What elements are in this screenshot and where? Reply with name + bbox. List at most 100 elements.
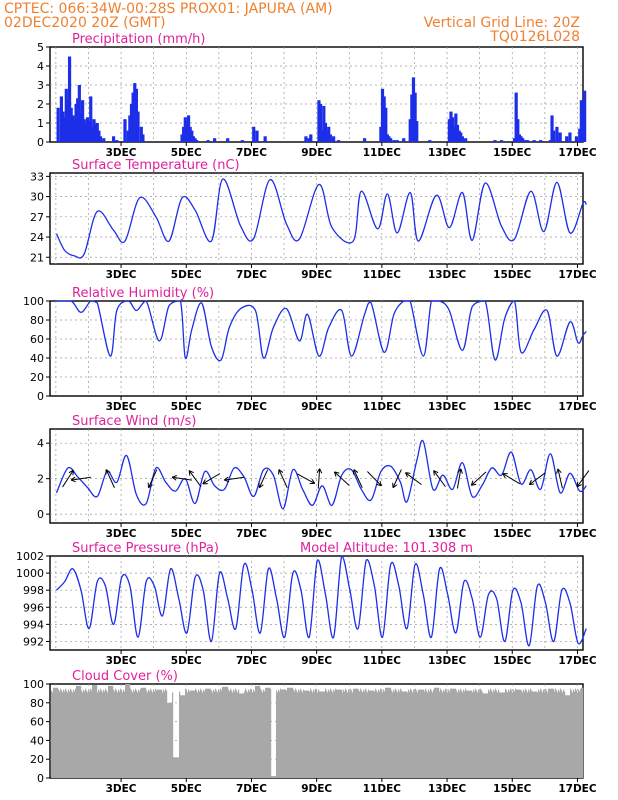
- cloud-bar: [562, 692, 564, 778]
- wind-arrow-head: [405, 472, 411, 478]
- precip-bar: [493, 140, 497, 142]
- cloud-bar: [115, 688, 117, 778]
- cloud-bar: [276, 690, 278, 778]
- cloud-bar: [261, 690, 263, 778]
- x-tick-label: 15DEC: [493, 783, 532, 795]
- precip-bar: [188, 126, 192, 142]
- wind-arrow-head: [528, 479, 535, 486]
- cloud-bar: [564, 691, 566, 778]
- precip-bar: [539, 140, 543, 142]
- cloud-bar: [444, 691, 446, 778]
- cloud-bar: [578, 689, 580, 778]
- cloud-bar: [212, 692, 214, 778]
- cloud-bar: [357, 688, 359, 778]
- y-tick-label: 100: [23, 295, 44, 308]
- precip-bar: [72, 121, 77, 142]
- cloud-bar: [260, 688, 262, 778]
- cloud-bar: [237, 692, 239, 778]
- cloud-bar: [473, 689, 475, 778]
- cloud-bar: [65, 688, 67, 778]
- x-tick-label: 9DEC: [301, 401, 332, 413]
- cloud-bar: [544, 691, 546, 778]
- cloud-bar: [503, 692, 505, 778]
- cloud-bar: [105, 688, 107, 778]
- x-tick-label: 5DEC: [171, 528, 202, 540]
- cloud-bar: [162, 692, 164, 778]
- y-tick-label: 2: [37, 473, 44, 486]
- panel-title-cloud: Cloud Cover (%): [72, 669, 178, 684]
- x-tick-label: 15DEC: [493, 528, 532, 540]
- cloud-bar: [354, 688, 356, 778]
- cloud-bar: [163, 689, 165, 778]
- precip-bar: [548, 140, 553, 142]
- cloud-bar: [335, 688, 337, 778]
- cloud-bar: [316, 690, 318, 778]
- cloud-bar: [545, 688, 547, 778]
- cloud-bar: [514, 691, 516, 778]
- cloud-bar: [291, 687, 293, 778]
- precip-bar: [56, 107, 60, 142]
- wind-arrow-head: [576, 481, 582, 488]
- cloud-bar: [327, 692, 329, 778]
- cloud-bar: [465, 688, 467, 778]
- cloud-bar: [254, 691, 256, 778]
- cloud-bar: [215, 688, 217, 778]
- cloud-bar: [467, 690, 469, 778]
- cloud-bar: [447, 692, 449, 778]
- wind-arrow-head: [202, 479, 208, 485]
- cloud-bar: [483, 693, 485, 778]
- precip-bar: [320, 130, 324, 142]
- cloud-bar: [388, 687, 390, 778]
- x-tick-label: 3DEC: [106, 655, 137, 667]
- panel-title-rh: Relative Humidity (%): [72, 286, 214, 301]
- cloud-bar: [536, 691, 538, 778]
- cloud-bar: [172, 692, 174, 778]
- cloud-bar: [398, 689, 400, 778]
- cloud-bar: [257, 685, 259, 778]
- precip-bar: [255, 130, 259, 142]
- cloud-bar: [286, 690, 288, 778]
- cloud-bar: [572, 692, 574, 778]
- cloud-bar: [550, 688, 552, 778]
- precip-bar: [380, 88, 385, 142]
- cloud-bar: [137, 692, 139, 778]
- cloud-bar: [289, 687, 291, 778]
- cloud-bar: [531, 690, 533, 778]
- cloud-bar: [363, 689, 365, 778]
- cloud-bar: [376, 690, 378, 778]
- series-line-wind: [55, 439, 587, 510]
- cloud-bar: [156, 690, 158, 778]
- cloud-bar: [479, 691, 481, 778]
- cloud-bar: [88, 689, 90, 778]
- y-tick-label: 21: [30, 251, 44, 264]
- cloud-bar: [408, 689, 410, 778]
- x-tick-label: 17DEC: [558, 655, 597, 667]
- cloud-bar: [140, 688, 142, 778]
- precip-bar: [76, 98, 80, 142]
- cloud-bar: [446, 690, 448, 778]
- cloud-bar: [541, 690, 543, 778]
- x-tick-label: 9DEC: [301, 147, 332, 159]
- cloud-bar: [301, 690, 303, 778]
- cloud-bar: [452, 688, 454, 778]
- wind-arrow-shaft: [105, 469, 115, 488]
- cloud-bar: [558, 689, 560, 778]
- cloud-bar: [117, 692, 119, 778]
- cloud-bar: [399, 691, 401, 778]
- cloud-bar: [324, 691, 326, 778]
- cloud-bar: [371, 690, 373, 778]
- precip-bar: [455, 124, 460, 142]
- cloud-bar: [277, 692, 279, 778]
- precip-bar: [129, 104, 134, 142]
- cloud-bar: [581, 687, 583, 778]
- cloud-bar: [351, 690, 353, 778]
- cloud-bar: [334, 691, 336, 778]
- cloud-bar: [403, 691, 405, 778]
- x-tick-label: 13DEC: [428, 655, 467, 667]
- precip-bar: [568, 132, 572, 142]
- cloud-bar: [329, 691, 331, 778]
- precip-bar: [382, 96, 386, 142]
- cloud-bar: [68, 689, 70, 778]
- cloud-bar: [228, 689, 230, 778]
- cloud-bar: [194, 690, 196, 778]
